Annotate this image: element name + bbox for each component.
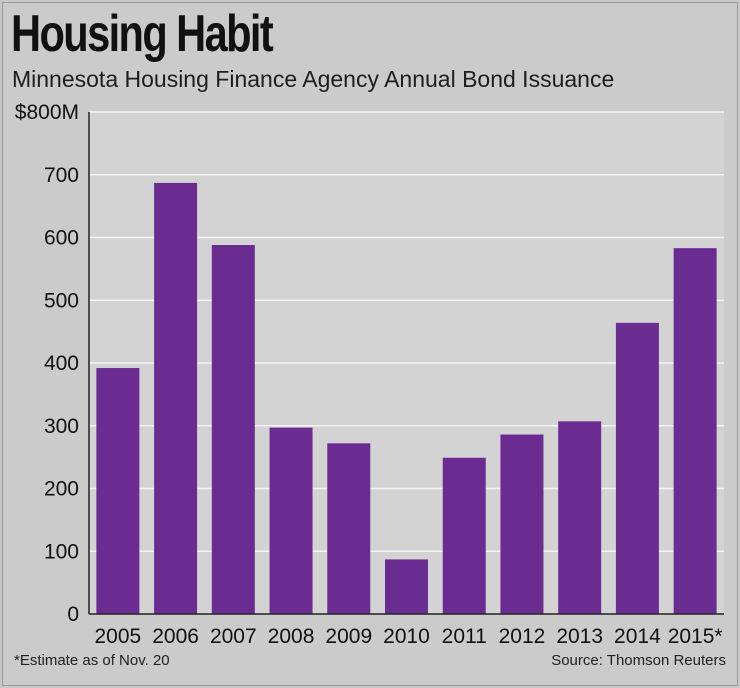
bar-2009 bbox=[327, 443, 371, 614]
footnote: *Estimate as of Nov. 20 bbox=[14, 652, 170, 669]
x-tick-label: 2011 bbox=[442, 625, 487, 648]
y-tick-label: 100 bbox=[44, 540, 79, 563]
y-tick-label: 0 bbox=[67, 603, 79, 626]
x-tick-label: 2014 bbox=[614, 625, 661, 648]
y-tick-label: 700 bbox=[44, 164, 79, 187]
x-tick-label: 2010 bbox=[383, 625, 430, 648]
bar-2006 bbox=[154, 182, 198, 614]
bar-2005 bbox=[96, 368, 140, 614]
y-tick-label: 500 bbox=[44, 289, 79, 312]
chart-title: Housing Habit bbox=[11, 5, 274, 63]
y-tick-label: 600 bbox=[44, 227, 79, 250]
x-tick-label: 2007 bbox=[210, 625, 257, 648]
x-tick-label: 2012 bbox=[499, 625, 546, 648]
y-tick-label: 300 bbox=[44, 415, 79, 438]
source-credit: Source: Thomson Reuters bbox=[551, 652, 726, 669]
bar-2014 bbox=[615, 322, 659, 614]
y-tick-label: 200 bbox=[44, 478, 79, 501]
x-tick-label: 2006 bbox=[152, 625, 199, 648]
bar-2010 bbox=[385, 559, 428, 614]
x-tick-label: 2008 bbox=[268, 625, 315, 648]
x-tick-label: 2013 bbox=[556, 625, 603, 648]
y-tick-label: $800M bbox=[15, 101, 79, 124]
bar-2015 bbox=[673, 248, 717, 615]
bar-2007 bbox=[211, 245, 255, 614]
y-tick-label: 400 bbox=[44, 352, 79, 375]
chart-subtitle: Minnesota Housing Finance Agency Annual … bbox=[12, 66, 615, 92]
bar-2012 bbox=[500, 434, 544, 614]
x-tick-label: 2005 bbox=[95, 625, 142, 648]
bar-2013 bbox=[558, 421, 602, 614]
bar-2011 bbox=[442, 457, 486, 614]
x-tick-label: 2015* bbox=[668, 625, 723, 648]
bar-2008 bbox=[269, 427, 313, 614]
x-tick-label: 2009 bbox=[325, 625, 372, 648]
